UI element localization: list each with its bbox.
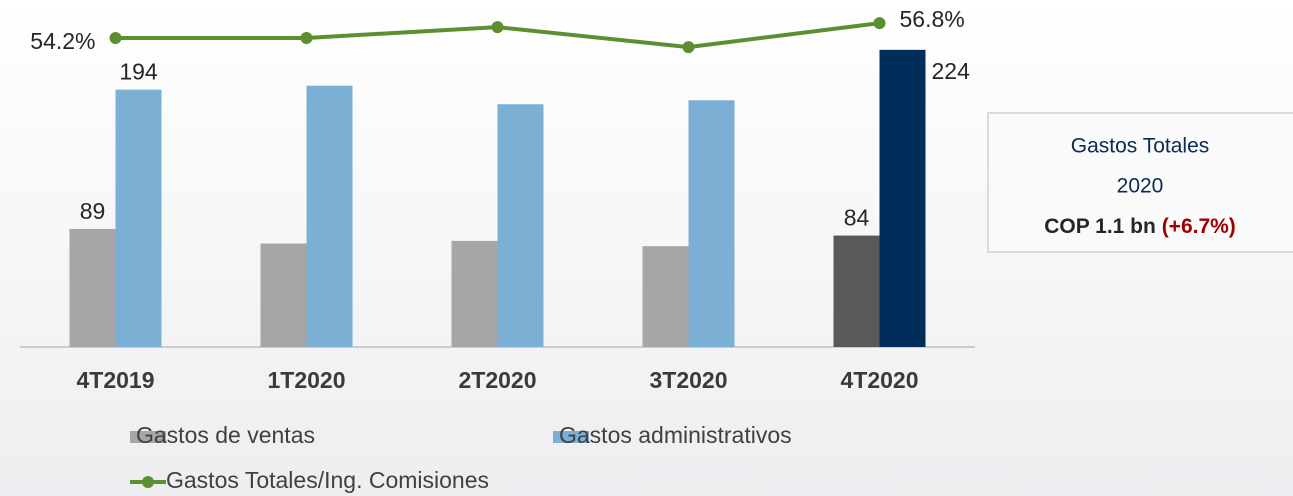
- bar: [260, 243, 307, 347]
- line-marker: [682, 41, 695, 54]
- bar: [115, 89, 162, 347]
- annotation-change: (+6.7%): [1162, 215, 1236, 238]
- x-tick-label: 4T2019: [76, 367, 154, 393]
- line-marker: [873, 17, 886, 30]
- data-label: 54.2%: [30, 28, 95, 54]
- annotation-line: 2020: [1117, 175, 1164, 198]
- data-label: 56.8%: [900, 6, 965, 32]
- annotation-total: COP 1.1 bn (+6.7%): [1044, 215, 1236, 238]
- bar: [69, 228, 116, 347]
- bar: [833, 235, 880, 347]
- annotation-amount: COP 1.1 bn: [1044, 215, 1156, 238]
- bar: [879, 49, 926, 347]
- line-marker: [109, 31, 122, 44]
- x-tick-label: 3T2020: [649, 367, 727, 393]
- legend-label: Gastos de ventas: [136, 422, 315, 448]
- bar: [642, 246, 689, 347]
- x-tick-label: 2T2020: [458, 367, 536, 393]
- legend-label: Gastos administrativos: [559, 422, 792, 448]
- data-label: 89: [80, 198, 106, 224]
- line-marker: [300, 31, 313, 44]
- legend-label: Gastos Totales/Ing. Comisiones: [166, 467, 489, 493]
- x-tick-label: 1T2020: [267, 367, 345, 393]
- line-marker: [491, 21, 504, 34]
- data-label: 194: [119, 59, 158, 85]
- bar: [688, 100, 735, 347]
- bar: [306, 85, 353, 348]
- data-label: 224: [932, 58, 971, 84]
- annotation-box: [987, 112, 1293, 253]
- annotation-line: Gastos Totales: [1071, 135, 1210, 158]
- x-tick-label: 4T2020: [840, 367, 918, 393]
- legend-swatch: [142, 476, 154, 488]
- bar: [497, 104, 544, 347]
- bar: [451, 240, 498, 347]
- data-label: 84: [844, 205, 870, 231]
- legend-swatch: [553, 431, 589, 443]
- legend-swatch: [130, 431, 166, 443]
